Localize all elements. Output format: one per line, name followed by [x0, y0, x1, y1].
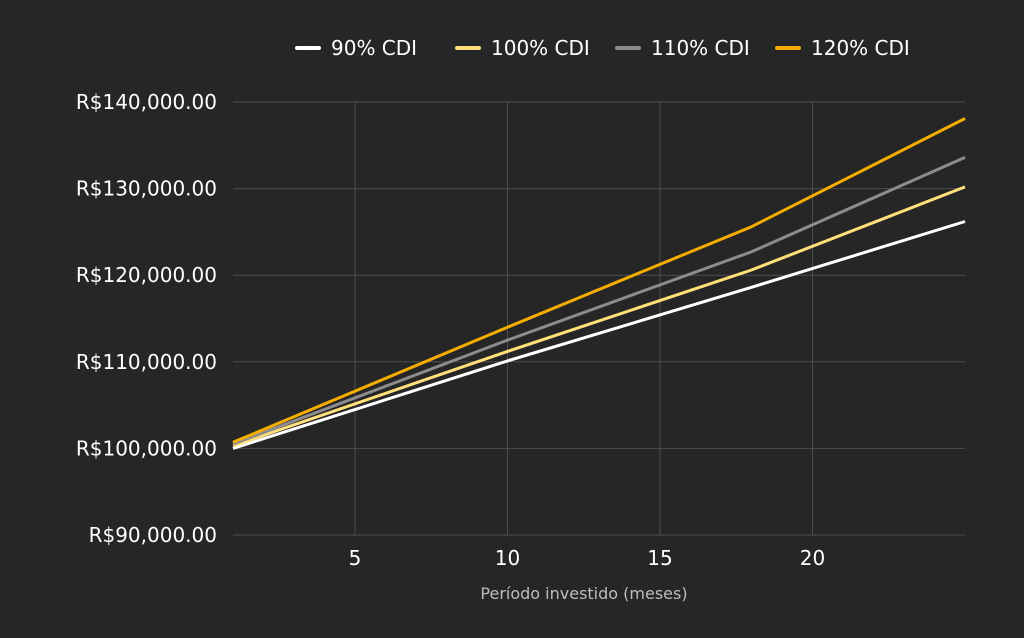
y-tick-label: R$110,000.00	[76, 350, 217, 374]
legend-label: 90% CDI	[331, 36, 417, 60]
series-line	[232, 220, 966, 450]
x-axis: 5 10 15 20	[349, 546, 826, 570]
legend-item: 110% CDI	[615, 36, 750, 60]
y-tick-label: R$120,000.00	[76, 263, 217, 287]
grid	[233, 101, 965, 536]
legend: 90% CDI 100% CDI 110% CDI 120% CDI	[295, 36, 910, 60]
series-lines	[232, 117, 966, 450]
legend-item: 90% CDI	[295, 36, 417, 60]
legend-label: 110% CDI	[651, 36, 750, 60]
series-line	[232, 185, 966, 448]
x-tick-label: 5	[349, 546, 362, 570]
y-tick-label: R$100,000.00	[76, 436, 217, 460]
x-axis-label: Período investido (meses)	[480, 584, 687, 603]
y-tick-label: R$90,000.00	[89, 523, 217, 547]
y-tick-label: R$140,000.00	[76, 90, 217, 114]
x-tick-label: 10	[495, 546, 520, 570]
legend-label: 120% CDI	[811, 36, 910, 60]
series-line	[232, 117, 966, 444]
legend-item: 100% CDI	[455, 36, 590, 60]
x-tick-label: 20	[800, 546, 825, 570]
series-line	[232, 156, 966, 446]
y-tick-label: R$130,000.00	[76, 177, 217, 201]
y-axis: R$90,000.00 R$100,000.00 R$110,000.00 R$120…	[76, 90, 217, 547]
x-tick-label: 15	[647, 546, 672, 570]
legend-item: 120% CDI	[775, 36, 910, 60]
legend-label: 100% CDI	[491, 36, 590, 60]
